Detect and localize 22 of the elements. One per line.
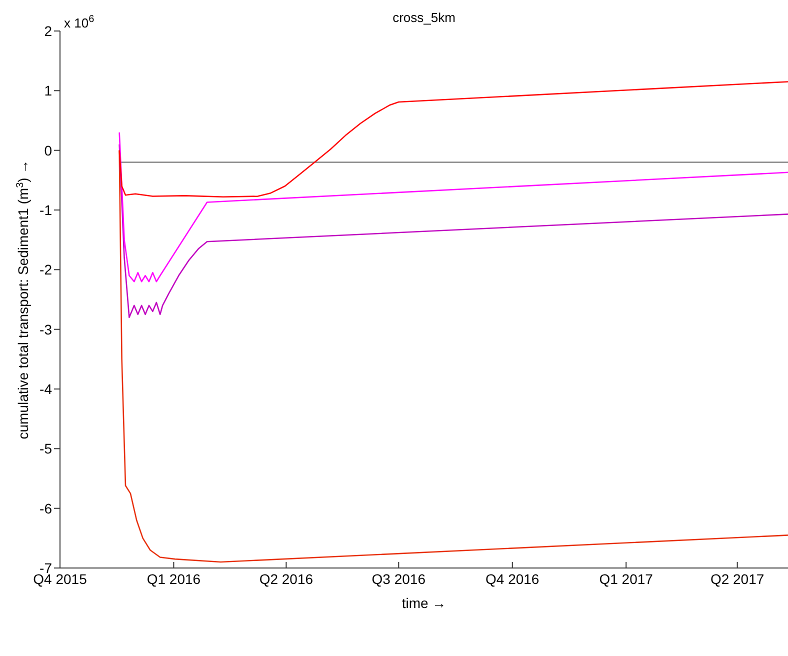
y-tick-label: 1 [44, 82, 52, 99]
x-tick-label: Q2 2017 [710, 570, 764, 587]
y-tick-label: -5 [40, 440, 52, 457]
line-series [118, 150, 788, 563]
y-tick-label: 0 [44, 142, 52, 158]
x-tick-label: Q1 2016 [146, 570, 201, 587]
x-axis-title: time → [402, 595, 446, 611]
y-tick-label: -3 [40, 321, 52, 338]
x-tick-label: Q3 2016 [372, 570, 426, 587]
line-series [118, 132, 788, 282]
x-tick-label: Q4 2016 [486, 570, 540, 587]
y-tick-label: -6 [40, 500, 52, 516]
chart-title: cross_5km [392, 10, 456, 25]
x-tick-label: Q2 2016 [259, 570, 314, 587]
y-tick-label: -1 [40, 202, 52, 218]
line-series [118, 144, 788, 318]
y-tick-label: -2 [40, 262, 52, 278]
line-series [118, 81, 788, 198]
y-tick-label: 2 [44, 22, 52, 39]
y-tick-label: -4 [40, 380, 52, 397]
axis-multiplier: x 10$^{6}$ [64, 14, 94, 30]
x-tick-label: Q1 2017 [599, 570, 654, 587]
